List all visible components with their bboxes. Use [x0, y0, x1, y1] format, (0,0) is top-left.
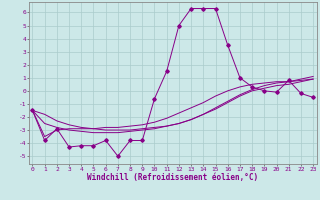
X-axis label: Windchill (Refroidissement éolien,°C): Windchill (Refroidissement éolien,°C) — [87, 173, 258, 182]
